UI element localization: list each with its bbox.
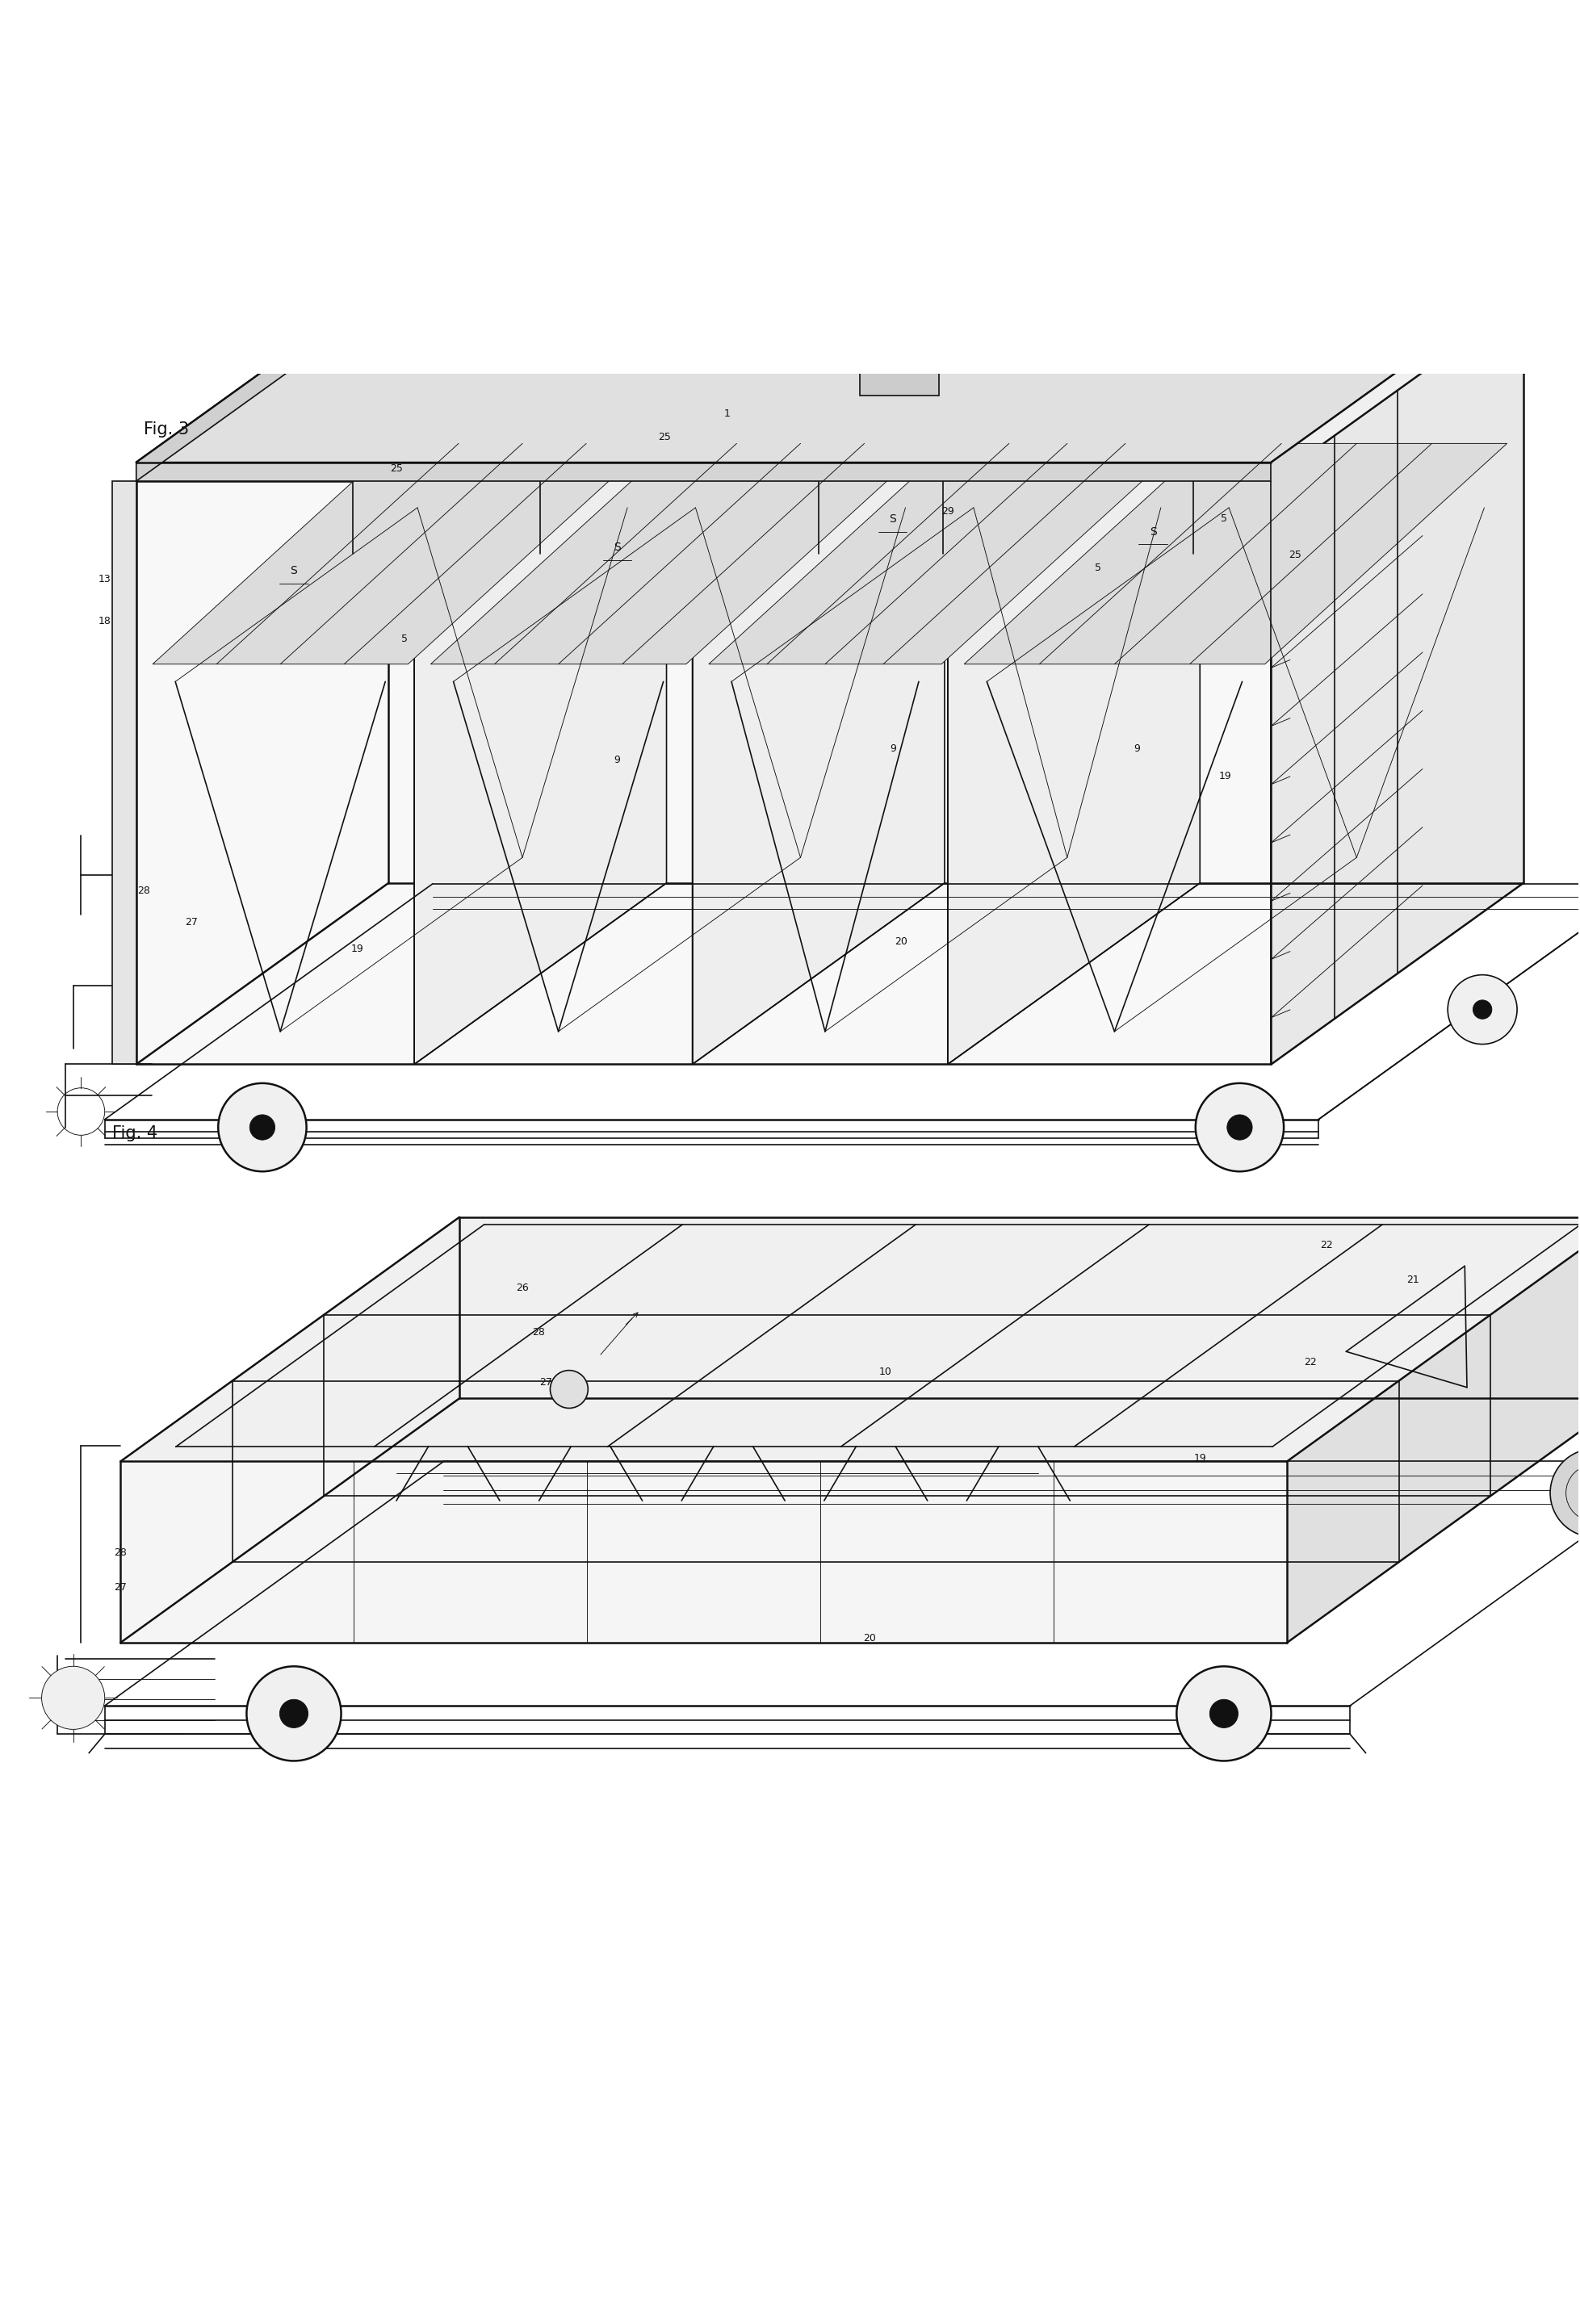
Circle shape bbox=[1226, 1116, 1251, 1141]
Text: 27: 27 bbox=[114, 1583, 126, 1592]
Text: 5: 5 bbox=[1093, 562, 1100, 574]
Text: S: S bbox=[291, 565, 297, 576]
Text: 1: 1 bbox=[724, 409, 730, 418]
Text: 19: 19 bbox=[1193, 1452, 1206, 1464]
Circle shape bbox=[550, 1371, 588, 1408]
Polygon shape bbox=[414, 300, 667, 1064]
Polygon shape bbox=[120, 1462, 1286, 1643]
Text: 26: 26 bbox=[515, 1283, 529, 1294]
Text: 25: 25 bbox=[390, 462, 403, 474]
Polygon shape bbox=[136, 300, 1523, 481]
Polygon shape bbox=[430, 444, 927, 665]
Polygon shape bbox=[153, 444, 649, 665]
Text: 19: 19 bbox=[1218, 772, 1231, 781]
Polygon shape bbox=[136, 281, 1523, 462]
Text: 9: 9 bbox=[890, 744, 896, 755]
Text: 9: 9 bbox=[613, 755, 619, 765]
Text: 22: 22 bbox=[1319, 1241, 1332, 1250]
Text: Fig. 4: Fig. 4 bbox=[112, 1125, 158, 1141]
Text: 10: 10 bbox=[878, 1367, 891, 1376]
Text: 5: 5 bbox=[1220, 514, 1226, 525]
Text: 20: 20 bbox=[863, 1634, 875, 1643]
Text: 27: 27 bbox=[539, 1378, 551, 1387]
Polygon shape bbox=[708, 444, 1183, 665]
Text: S: S bbox=[890, 514, 896, 525]
Circle shape bbox=[1194, 1083, 1283, 1171]
Text: 5: 5 bbox=[401, 634, 408, 644]
Polygon shape bbox=[692, 300, 945, 1064]
Text: 22: 22 bbox=[1304, 1357, 1316, 1367]
Text: 25: 25 bbox=[657, 432, 670, 442]
Circle shape bbox=[1209, 1699, 1237, 1727]
Text: S: S bbox=[613, 541, 621, 553]
Polygon shape bbox=[136, 481, 1270, 1064]
Circle shape bbox=[280, 1699, 308, 1727]
Text: 21: 21 bbox=[1406, 1276, 1419, 1285]
Polygon shape bbox=[136, 883, 1523, 1064]
Circle shape bbox=[41, 1666, 104, 1729]
Text: 19: 19 bbox=[351, 944, 363, 955]
Polygon shape bbox=[112, 481, 136, 1064]
Polygon shape bbox=[1286, 1218, 1580, 1643]
Text: 27: 27 bbox=[185, 918, 198, 927]
Circle shape bbox=[1447, 974, 1517, 1043]
Polygon shape bbox=[948, 300, 1199, 1064]
Polygon shape bbox=[860, 332, 939, 395]
Text: 28: 28 bbox=[137, 885, 150, 897]
Text: 25: 25 bbox=[1288, 551, 1300, 560]
Polygon shape bbox=[136, 281, 389, 481]
Polygon shape bbox=[120, 1218, 1580, 1462]
Polygon shape bbox=[1270, 300, 1523, 1064]
Text: 13: 13 bbox=[98, 574, 111, 583]
Text: 9: 9 bbox=[1133, 744, 1139, 755]
Text: 28: 28 bbox=[531, 1327, 545, 1336]
Polygon shape bbox=[964, 444, 1506, 665]
Circle shape bbox=[1176, 1666, 1270, 1762]
Text: S: S bbox=[1149, 525, 1157, 537]
Circle shape bbox=[246, 1666, 341, 1762]
Circle shape bbox=[218, 1083, 307, 1171]
Text: 29: 29 bbox=[942, 507, 954, 516]
Text: Fig. 3: Fig. 3 bbox=[144, 421, 190, 437]
Polygon shape bbox=[136, 462, 1270, 481]
Circle shape bbox=[1550, 1448, 1580, 1536]
Text: 28: 28 bbox=[114, 1548, 126, 1557]
Text: 20: 20 bbox=[894, 937, 907, 946]
Text: 18: 18 bbox=[98, 616, 111, 627]
Circle shape bbox=[1473, 999, 1492, 1018]
Circle shape bbox=[250, 1116, 275, 1141]
